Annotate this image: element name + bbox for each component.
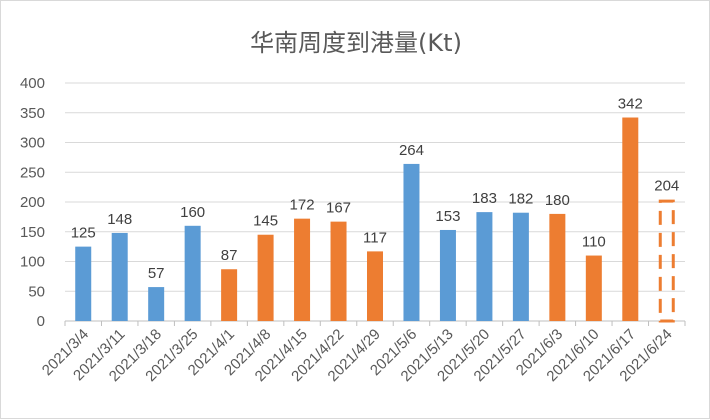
bar: [330, 221, 347, 321]
y-tick-label: 100: [20, 254, 45, 271]
y-tick-label: 0: [37, 313, 45, 330]
y-tick-label: 400: [20, 75, 45, 92]
bar: [221, 269, 238, 321]
data-label: 148: [107, 211, 132, 228]
bar: [549, 213, 566, 321]
gridlines: [65, 82, 685, 322]
bar: [367, 251, 383, 321]
data-label: 160: [180, 204, 205, 221]
y-tick-label: 300: [20, 135, 45, 152]
bar: [403, 163, 420, 321]
bar: [184, 225, 201, 321]
y-tick-label: 350: [20, 105, 45, 122]
y-tick-label: 200: [20, 194, 45, 211]
chart-title: 华南周度到港量(Kt): [250, 29, 462, 57]
bar: [658, 199, 675, 323]
y-tick-label: 250: [20, 164, 45, 181]
x-axis: 2021/3/42021/3/112021/3/182021/3/252021/…: [39, 321, 686, 385]
bar: [585, 255, 602, 321]
data-label: 182: [508, 191, 533, 208]
bar: [111, 232, 128, 321]
data-labels: 125 148 57 160 87 145 172 167 117 264 153 183 182 180…: [71, 96, 680, 283]
bar: [294, 218, 311, 321]
data-label: 145: [253, 213, 278, 230]
bar: [622, 117, 639, 321]
bar: [476, 212, 493, 321]
data-label: 110: [582, 234, 606, 251]
bars: [75, 117, 675, 323]
y-axis: 0 50 100 150 200 250 300 350 400: [20, 75, 45, 330]
y-tick-label: 50: [28, 283, 45, 300]
bar: [512, 212, 529, 321]
bar: [439, 229, 456, 321]
bar: [257, 234, 274, 321]
data-label: 180: [545, 192, 570, 209]
bar: [148, 287, 165, 321]
data-label: 153: [435, 208, 460, 225]
data-label: 117: [363, 229, 387, 246]
data-label: 204: [654, 178, 679, 195]
y-tick-label: 150: [20, 224, 45, 241]
data-label: 183: [472, 190, 497, 207]
data-label: 167: [326, 200, 351, 217]
data-label: 342: [618, 96, 643, 113]
bar: [75, 246, 92, 321]
data-label: 57: [148, 265, 165, 282]
data-label: 172: [290, 197, 315, 214]
data-label: 87: [221, 247, 238, 264]
data-label: 125: [71, 225, 96, 242]
data-label: 264: [399, 142, 424, 159]
